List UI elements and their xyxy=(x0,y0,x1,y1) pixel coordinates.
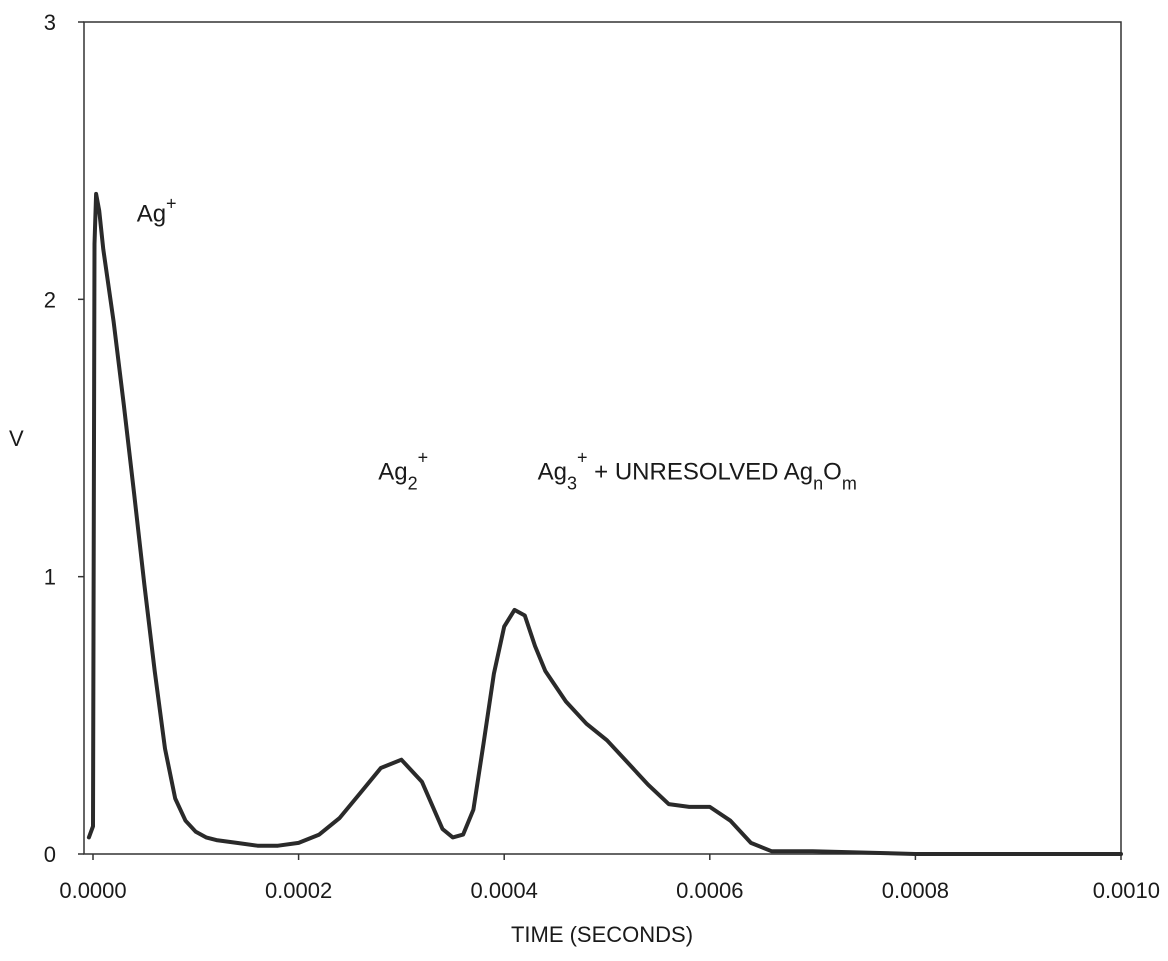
x-axis-label: TIME (SECONDS) xyxy=(511,922,693,947)
annot-ag3-sub: 3 xyxy=(567,474,577,494)
x-tick-label: 0.0006 xyxy=(676,878,743,903)
annot-ag1-base: Ag xyxy=(137,201,166,228)
x-tick-label: 0.0000 xyxy=(59,878,126,903)
annot-ag3-sup: + xyxy=(577,448,588,468)
x-tick-label: 0.0002 xyxy=(265,878,332,903)
y-tick-label: 3 xyxy=(44,10,56,35)
annotation-ag2-plus: Ag2+ xyxy=(378,448,428,494)
annot-ag2-sub: 2 xyxy=(408,474,418,494)
x-tick-label: 0.0010 xyxy=(1093,878,1160,903)
x-tick-label: 0.0004 xyxy=(471,878,538,903)
y-axis-label: V xyxy=(9,426,24,451)
signal-trace-line xyxy=(89,194,1121,854)
y-tick-label: 0 xyxy=(44,842,56,867)
annot-ag3-sub-m: m xyxy=(842,474,857,494)
annot-ag3-sub-n: n xyxy=(813,474,823,494)
y-tick-label: 1 xyxy=(44,565,56,590)
annot-ag3-base: Ag xyxy=(538,459,567,486)
annot-ag3-base2: O xyxy=(823,459,842,486)
annotation-ag-plus: Ag+ xyxy=(137,194,177,228)
annot-ag2-sup: + xyxy=(418,448,429,468)
y-axis-ticks: 0 1 2 3 xyxy=(44,10,84,867)
annot-ag2-base: Ag xyxy=(378,459,407,486)
annot-ag3-rest: + UNRESOLVED Ag xyxy=(588,459,814,486)
x-tick-label: 0.0008 xyxy=(882,878,949,903)
annotation-ag3-unresolved: Ag3+ + UNRESOLVED AgnOm xyxy=(538,448,857,494)
plot-frame xyxy=(84,22,1121,854)
x-axis-ticks: 0.0000 0.0002 0.0004 0.0006 0.0008 0.0010 xyxy=(59,854,1160,903)
y-tick-label: 2 xyxy=(44,287,56,312)
annot-ag1-sup: + xyxy=(166,194,177,214)
